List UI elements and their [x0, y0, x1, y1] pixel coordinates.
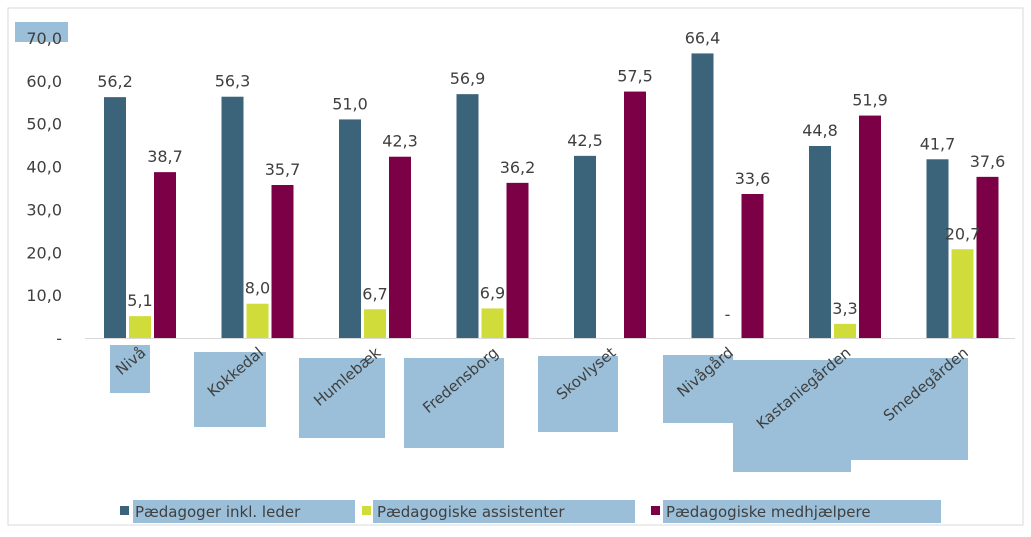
selection-highlight [833, 358, 968, 460]
selection-highlight [733, 360, 851, 472]
legend-label: Pædagogiske medhjælpere [666, 503, 871, 521]
bar [809, 146, 831, 338]
bar [364, 309, 386, 338]
data-label: 36,2 [500, 158, 536, 177]
legend-highlight [133, 500, 355, 523]
bar [154, 172, 176, 338]
selection-highlight [299, 358, 385, 438]
data-label: 38,7 [147, 147, 183, 166]
data-label: 51,0 [332, 94, 368, 113]
bar [951, 249, 974, 338]
y-tick-label: 60,0 [26, 72, 62, 91]
legend-swatch [651, 506, 660, 515]
selection-highlight [110, 345, 150, 393]
selection-highlight [538, 356, 618, 432]
bar [104, 97, 126, 339]
data-label: 51,9 [852, 91, 888, 110]
legend-highlight [663, 500, 941, 523]
data-label: 6,7 [362, 284, 387, 303]
y-tick-label: - [56, 329, 62, 348]
bar [834, 323, 856, 338]
data-label: 5,1 [127, 291, 152, 310]
bar [246, 303, 269, 338]
data-label: 33,6 [735, 169, 771, 188]
bar [456, 94, 479, 339]
data-label: 57,5 [617, 67, 653, 86]
bar [389, 156, 411, 338]
data-label: 56,2 [97, 72, 133, 91]
bar [926, 159, 949, 338]
legend-label: Pædagoger inkl. leder [135, 503, 301, 521]
data-label: 42,5 [567, 131, 603, 150]
bar [339, 119, 361, 338]
data-label: 66,4 [685, 28, 721, 47]
y-tick-label: 20,0 [26, 243, 62, 262]
y-tick-label: 10,0 [26, 286, 62, 305]
bar [506, 182, 529, 338]
legend-label: Pædagogiske assistenter [377, 503, 565, 521]
bar [481, 308, 504, 338]
bar [741, 194, 764, 338]
data-label: 56,3 [215, 72, 251, 91]
bar [624, 91, 646, 338]
y-tick-label: 30,0 [26, 200, 62, 219]
y-tick-label: 70,0 [26, 29, 62, 48]
bar [574, 155, 596, 338]
selection-highlight [194, 352, 266, 427]
data-label: 37,6 [970, 152, 1006, 171]
data-label: 42,3 [382, 132, 418, 151]
bar [691, 53, 714, 339]
data-label: 6,9 [480, 283, 505, 302]
data-label: - [725, 305, 731, 324]
legend-swatch [120, 506, 129, 515]
data-label: 56,9 [450, 69, 486, 88]
bar [976, 176, 999, 338]
bar [221, 96, 244, 338]
bar [271, 185, 294, 338]
data-label: 35,7 [265, 160, 301, 179]
data-label: 44,8 [802, 121, 838, 140]
y-tick-label: 50,0 [26, 115, 62, 134]
legend-highlight [373, 500, 635, 523]
legend-swatch [362, 506, 371, 515]
selection-highlight [15, 22, 68, 42]
selection-highlight [404, 358, 504, 448]
bar [859, 115, 881, 338]
selection-highlight [663, 355, 733, 423]
y-tick-label: 40,0 [26, 158, 62, 177]
data-label: 3,3 [832, 299, 857, 318]
data-label: 41,7 [920, 134, 956, 153]
data-label: 20,7 [945, 224, 981, 243]
bar [129, 316, 151, 338]
data-label: 8,0 [245, 279, 270, 298]
